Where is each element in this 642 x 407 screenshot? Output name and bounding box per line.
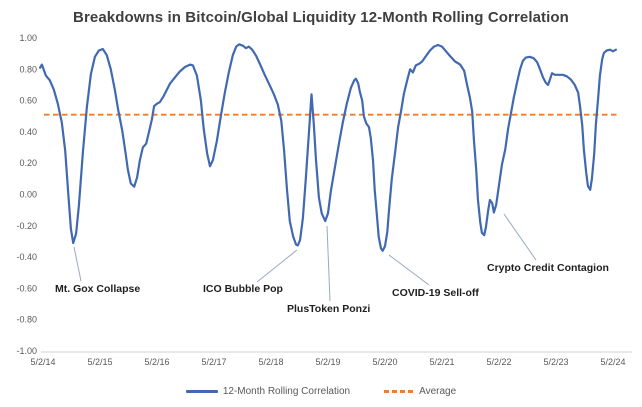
x-tick-label: 5/2/22 (486, 357, 511, 367)
annotation-leader-line (503, 213, 537, 261)
x-tick-label: 5/2/20 (372, 357, 397, 367)
x-tick-label: 5/2/18 (258, 357, 283, 367)
correlation-line (38, 43, 618, 252)
y-tick-label: 0.40 (19, 127, 37, 137)
legend-item-correlation: 12-Month Rolling Correlation (185, 386, 351, 397)
annotation-label: ICO Bubble Pop (203, 283, 283, 295)
legend-item-average: Average (384, 386, 456, 397)
y-tick-label: 1.00 (19, 33, 37, 43)
annotation-leader-line (256, 249, 298, 283)
annotation-leader-line (388, 254, 430, 286)
x-tick-label: 5/2/14 (30, 357, 55, 367)
annotation-leader-line (73, 246, 82, 282)
y-tick-label: -0.40 (16, 252, 37, 262)
y-tick-label: 0.80 (19, 64, 37, 74)
y-tick-label: -0.80 (16, 315, 37, 325)
x-tick-label: 5/2/16 (144, 357, 169, 367)
legend-series-label: 12-Month Rolling Correlation (222, 386, 351, 397)
annotation-label: COVID-19 Sell-off (392, 287, 479, 299)
legend: 12-Month Rolling Correlation Average (0, 386, 642, 397)
y-tick-label: -0.60 (16, 283, 37, 293)
legend-average-label: Average (419, 386, 457, 397)
annotation-label: PlusToken Ponzi (287, 303, 371, 315)
y-tick-label: -1.00 (16, 346, 37, 356)
y-tick-label: 0.60 (19, 96, 37, 106)
x-tick-label: 5/2/21 (429, 357, 454, 367)
chart-title: Breakdowns in Bitcoin/Global Liquidity 1… (73, 9, 569, 26)
x-tick-label: 5/2/19 (315, 357, 340, 367)
legend-dashed-line-swatch (384, 390, 415, 393)
x-tick-label: 5/2/24 (600, 357, 625, 367)
y-tick-label: -0.20 (16, 221, 37, 231)
annotation-label: Crypto Credit Contagion (487, 262, 609, 274)
x-tick-label: 5/2/15 (87, 357, 112, 367)
annotation-leader-line (326, 225, 331, 302)
annotation-label: Mt. Gox Collapse (55, 283, 141, 295)
x-tick-label: 5/2/23 (543, 357, 568, 367)
y-tick-label: 0.20 (19, 158, 37, 168)
legend-solid-line-swatch (185, 390, 218, 393)
y-tick-label: 0.00 (19, 190, 37, 200)
x-tick-label: 5/2/17 (201, 357, 226, 367)
